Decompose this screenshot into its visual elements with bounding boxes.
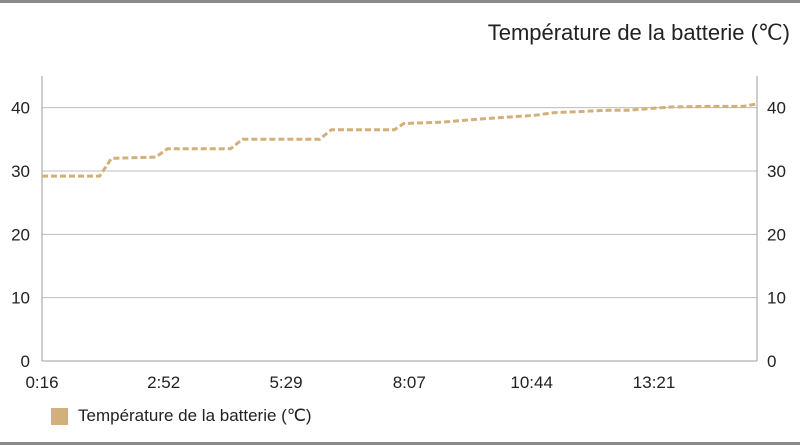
chart-title: Température de la batterie (℃) bbox=[487, 20, 790, 45]
x-tick-label: 10:44 bbox=[510, 373, 553, 392]
x-tick-label: 5:29 bbox=[269, 373, 302, 392]
y-tick-label-right: 40 bbox=[767, 99, 786, 118]
y-tick-label-left: 20 bbox=[11, 225, 30, 244]
legend-swatch bbox=[51, 407, 68, 425]
bottom-border bbox=[0, 442, 800, 445]
top-border bbox=[0, 0, 800, 3]
y-tick-label-right: 20 bbox=[767, 225, 786, 244]
axis-layer bbox=[41, 76, 758, 362]
legend: Température de la batterie (℃) bbox=[51, 406, 312, 426]
y-tick-label-left: 0 bbox=[21, 352, 30, 371]
y-tick-label-left: 10 bbox=[11, 289, 30, 308]
series-layer bbox=[41, 102, 758, 178]
y-tick-label-left: 40 bbox=[11, 99, 30, 118]
y-tick-label-right: 30 bbox=[767, 162, 786, 181]
x-tick-label: 2:52 bbox=[147, 373, 180, 392]
y-tick-label-right: 0 bbox=[767, 352, 776, 371]
tick-layer: 0 0 10 10 20 20 30 30 40 40 0:16 2:52 5:29 8:07 10:44 1… bbox=[11, 99, 786, 392]
x-tick-label: 13:21 bbox=[633, 373, 676, 392]
x-tick-label: 0:16 bbox=[25, 373, 58, 392]
legend-label: Température de la batterie (℃) bbox=[78, 406, 312, 425]
x-tick-label: 8:07 bbox=[393, 373, 426, 392]
y-tick-label-right: 10 bbox=[767, 289, 786, 308]
series-line-0 bbox=[42, 102, 758, 178]
grid-layer bbox=[42, 107, 757, 299]
y-tick-label-left: 30 bbox=[11, 162, 30, 181]
